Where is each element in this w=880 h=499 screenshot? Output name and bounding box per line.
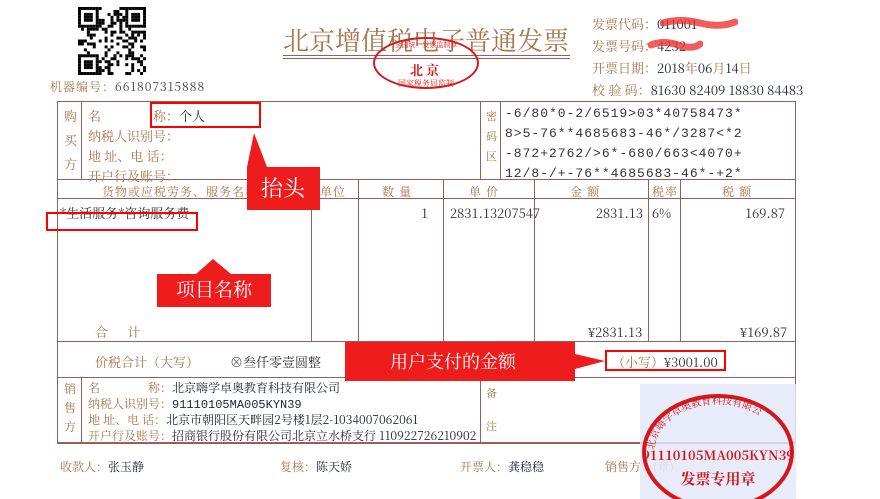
svg-text:发票专用章: 发票专用章 [680,468,755,489]
svg-text:北京嗨学卓奥教育科技有限公: 北京嗨学卓奥教育科技有限公 [642,392,766,451]
svg-text:用户支付的金额: 用户支付的金额 [390,348,517,374]
svg-text:项目名称: 项目名称 [176,275,253,302]
svg-text:抬头: 抬头 [261,172,306,203]
svg-text:91110105MA005KYN39: 91110105MA005KYN39 [642,445,794,464]
